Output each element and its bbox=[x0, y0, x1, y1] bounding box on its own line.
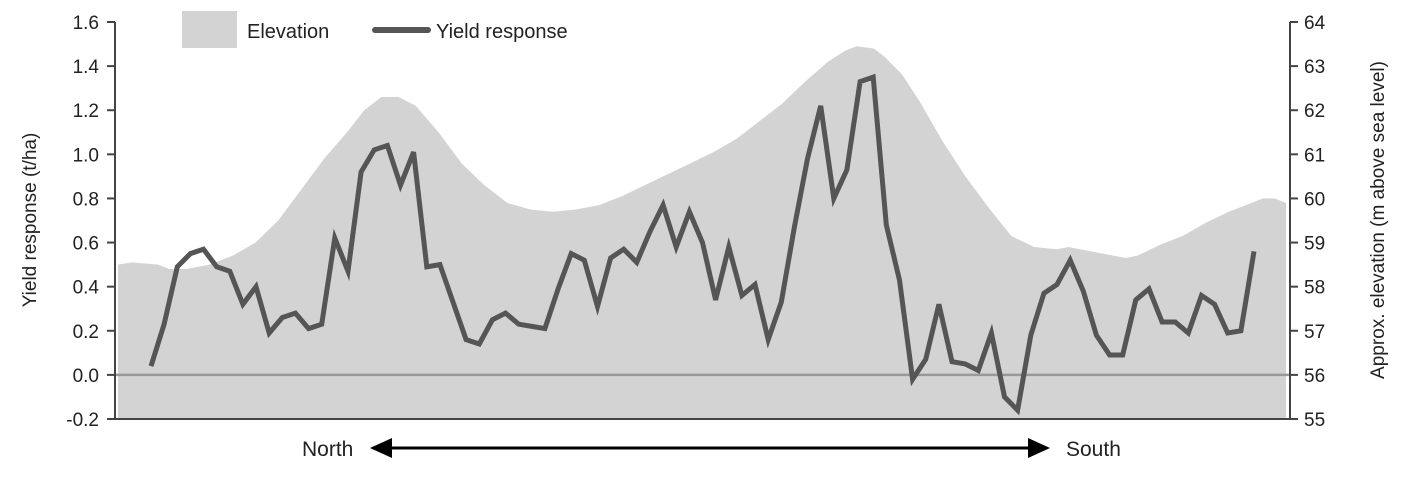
right-tick-label-6: 61 bbox=[1304, 145, 1325, 166]
legend-elevation-swatch bbox=[182, 11, 237, 48]
right-tick-label-3: 58 bbox=[1304, 278, 1325, 299]
left-tick-label-3: 0.4 bbox=[73, 278, 100, 299]
left-tick-label-0: -0.2 bbox=[66, 410, 99, 431]
right-tick-label-7: 62 bbox=[1304, 101, 1325, 122]
direction-arrow-left-head bbox=[370, 438, 392, 458]
right-tick-label-0: 55 bbox=[1304, 410, 1325, 431]
left-tick-label-1: 0.0 bbox=[73, 366, 99, 387]
right-tick-label-1: 56 bbox=[1304, 366, 1325, 387]
right-axis-title: Approx. elevation (m above sea level) bbox=[1368, 61, 1389, 379]
right-tick-label-8: 63 bbox=[1304, 57, 1325, 78]
right-tick-label-4: 59 bbox=[1304, 234, 1325, 255]
left-tick-label-6: 1.0 bbox=[73, 145, 99, 166]
left-tick-label-5: 0.8 bbox=[73, 189, 99, 210]
left-tick-label-9: 1.6 bbox=[73, 13, 99, 34]
axes-layer: -0.2 0.0 0.2 0.4 0.6 0.8 1.0 1.2 1.4 1.6 55 56 57 58 5… bbox=[66, 13, 1325, 431]
left-axis-title: Yield response (t/ha) bbox=[20, 133, 41, 308]
elevation-area bbox=[118, 46, 1286, 420]
direction-south-label: South bbox=[1066, 438, 1121, 461]
direction-indicator: North South bbox=[302, 438, 1121, 461]
legend-elevation-label: Elevation bbox=[247, 21, 329, 43]
left-tick-label-8: 1.4 bbox=[73, 57, 100, 78]
yield-line-layer bbox=[148, 73, 1257, 416]
left-tick-label-4: 0.6 bbox=[73, 234, 99, 255]
legend-yield-label: Yield response bbox=[436, 21, 568, 43]
right-tick-label-2: 57 bbox=[1304, 322, 1325, 343]
direction-north-label: North bbox=[302, 438, 353, 461]
left-tick-label-7: 1.2 bbox=[73, 101, 99, 122]
right-tick-label-5: 60 bbox=[1304, 189, 1325, 210]
elevation-layer bbox=[118, 46, 1286, 420]
yield-response-line bbox=[148, 73, 1257, 416]
right-tick-label-9: 64 bbox=[1304, 13, 1326, 34]
direction-arrow-right-head bbox=[1028, 438, 1050, 458]
legend: Elevation Yield response bbox=[182, 11, 568, 48]
left-tick-label-2: 0.2 bbox=[73, 322, 99, 343]
